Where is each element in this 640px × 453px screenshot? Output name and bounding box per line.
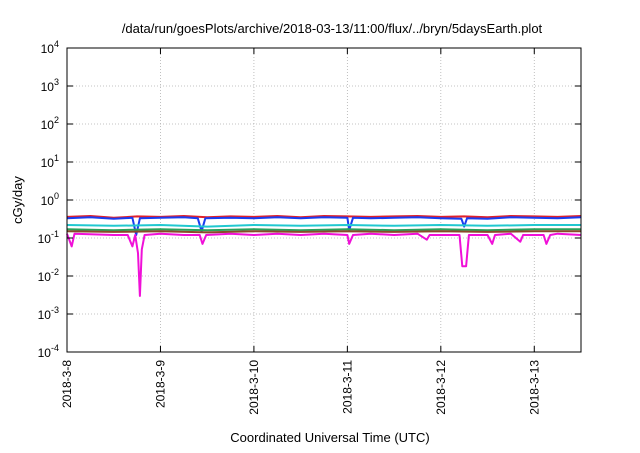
series-line-1 <box>66 215 582 219</box>
x-tick-label: 2018-3-13 <box>527 360 541 415</box>
series-group <box>66 215 582 297</box>
series-line-4 <box>66 228 581 232</box>
ticks: 10-4 10-3 10-2 10-1 100 101 102 103 104 2018-3-8 2… <box>38 39 581 415</box>
y-axis-label: cGy/day <box>10 176 25 224</box>
y-tick-label: 104 <box>41 39 59 56</box>
x-tick-label: 2018-3-11 <box>340 360 354 414</box>
y-tick-label: 103 <box>41 77 59 94</box>
series-line-2 <box>66 216 582 236</box>
chart-title: /data/run/goesPlots/archive/2018-03-13/1… <box>122 21 543 36</box>
y-tick-label: 102 <box>41 115 59 132</box>
x-tick-label: 2018-3-9 <box>153 360 167 408</box>
y-tick-label: 10-1 <box>38 229 59 246</box>
series-line-3 <box>66 224 581 228</box>
x-tick-label: 2018-3-12 <box>434 360 448 415</box>
y-tick-label: 100 <box>41 191 59 208</box>
series-line-5 <box>66 230 581 234</box>
x-axis-label: Coordinated Universal Time (UTC) <box>230 430 429 445</box>
y-tick-label: 10-4 <box>38 343 59 360</box>
series-line-6 <box>66 232 582 297</box>
x-tick-label: 2018-3-10 <box>247 360 261 415</box>
y-tick-label: 10-3 <box>38 305 59 322</box>
y-tick-label: 10-2 <box>38 267 59 284</box>
x-tick-label: 2018-3-8 <box>60 360 74 408</box>
grid <box>67 48 581 352</box>
plot-frame <box>66 47 582 353</box>
y-tick-label: 101 <box>41 153 59 170</box>
